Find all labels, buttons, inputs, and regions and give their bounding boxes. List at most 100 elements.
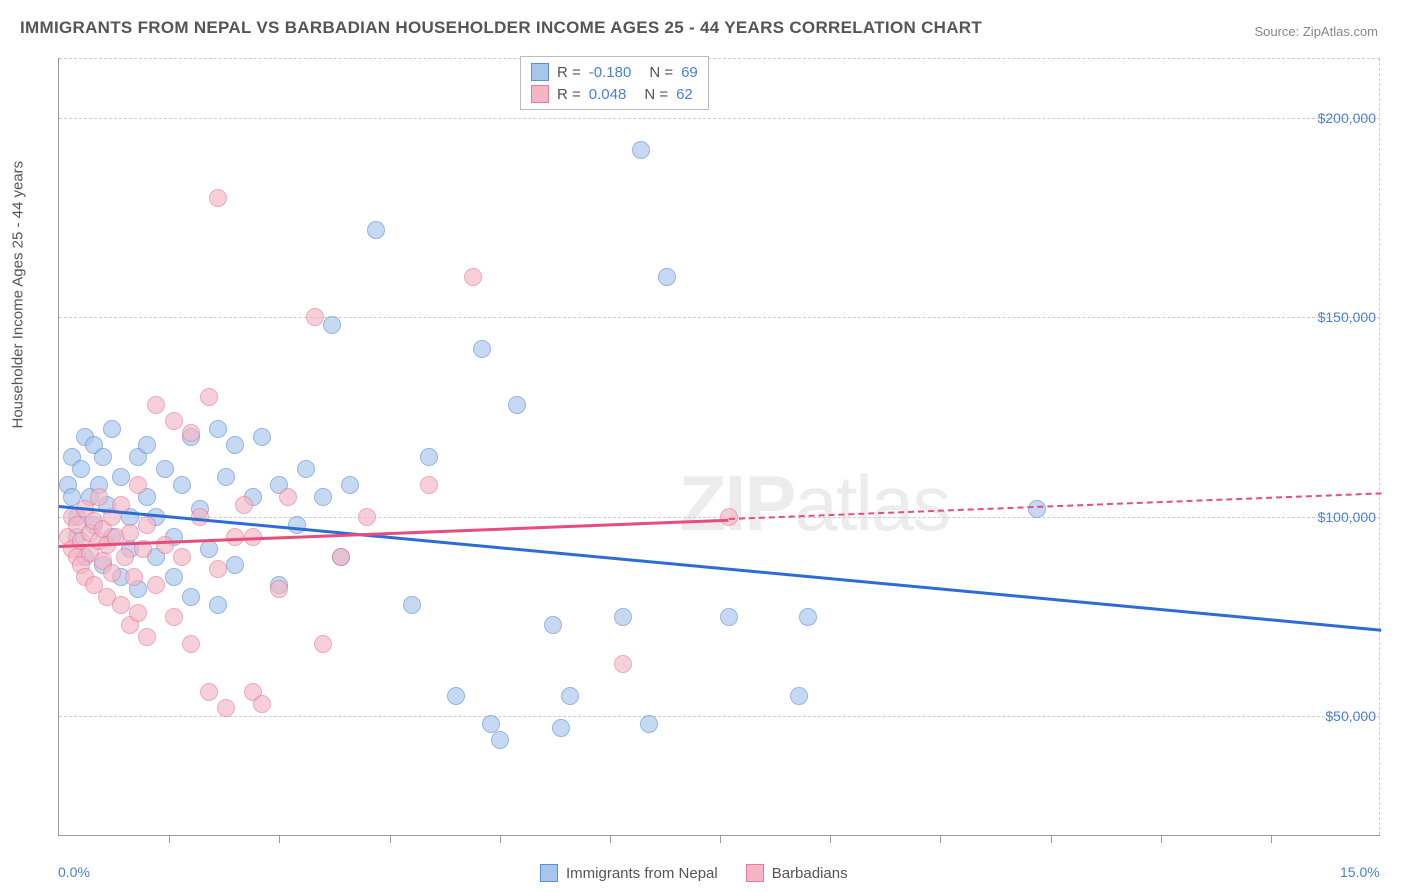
scatter-point bbox=[420, 476, 438, 494]
chart-right-border bbox=[1379, 58, 1380, 835]
scatter-point bbox=[125, 568, 143, 586]
scatter-point bbox=[473, 340, 491, 358]
y-tick-label: $200,000 bbox=[1318, 110, 1376, 126]
scatter-point bbox=[1028, 500, 1046, 518]
scatter-point bbox=[156, 460, 174, 478]
scatter-point bbox=[420, 448, 438, 466]
scatter-point bbox=[165, 412, 183, 430]
scatter-point bbox=[226, 556, 244, 574]
scatter-point bbox=[632, 141, 650, 159]
scatter-point bbox=[173, 476, 191, 494]
scatter-point bbox=[614, 655, 632, 673]
scatter-point bbox=[209, 420, 227, 438]
scatter-point bbox=[112, 596, 130, 614]
x-tick bbox=[500, 835, 501, 843]
legend-bottom: Immigrants from Nepal Barbadians bbox=[540, 864, 848, 882]
stats-n-value: 69 bbox=[681, 64, 698, 81]
gridline-h bbox=[59, 317, 1380, 318]
stats-n-value: 62 bbox=[676, 86, 693, 103]
stats-box: R =-0.180N =69R =0.048N =62 bbox=[520, 56, 709, 110]
scatter-point bbox=[799, 608, 817, 626]
scatter-point bbox=[217, 468, 235, 486]
scatter-point bbox=[138, 516, 156, 534]
stats-n-label: N = bbox=[649, 64, 673, 81]
stats-n-label: N = bbox=[644, 86, 668, 103]
legend-label: Barbadians bbox=[772, 865, 848, 882]
scatter-point bbox=[720, 608, 738, 626]
scatter-point bbox=[314, 488, 332, 506]
x-tick bbox=[1271, 835, 1272, 843]
scatter-point bbox=[253, 428, 271, 446]
scatter-point bbox=[112, 468, 130, 486]
scatter-point bbox=[288, 516, 306, 534]
x-tick bbox=[610, 835, 611, 843]
scatter-point bbox=[279, 488, 297, 506]
scatter-point bbox=[182, 635, 200, 653]
scatter-point bbox=[306, 308, 324, 326]
x-tick bbox=[390, 835, 391, 843]
chart-plot-area: ZIPatlas bbox=[58, 58, 1380, 836]
x-tick-label: 0.0% bbox=[58, 864, 90, 880]
scatter-point bbox=[217, 699, 235, 717]
scatter-point bbox=[116, 548, 134, 566]
scatter-point bbox=[226, 528, 244, 546]
scatter-point bbox=[165, 608, 183, 626]
gridline-h bbox=[59, 118, 1380, 119]
scatter-point bbox=[253, 695, 271, 713]
scatter-point bbox=[658, 268, 676, 286]
scatter-point bbox=[464, 268, 482, 286]
scatter-point bbox=[165, 568, 183, 586]
swatch-icon bbox=[531, 63, 549, 81]
scatter-point bbox=[297, 460, 315, 478]
stats-r-label: R = bbox=[557, 86, 581, 103]
scatter-point bbox=[403, 596, 421, 614]
scatter-point bbox=[173, 548, 191, 566]
x-tick bbox=[830, 835, 831, 843]
swatch-icon bbox=[540, 864, 558, 882]
scatter-point bbox=[103, 564, 121, 582]
gridline-h bbox=[59, 58, 1380, 59]
scatter-point bbox=[341, 476, 359, 494]
stats-row: R = 0.048 N = 62 bbox=[531, 83, 698, 105]
scatter-point bbox=[90, 488, 108, 506]
y-tick-label: $150,000 bbox=[1318, 309, 1376, 325]
scatter-point bbox=[147, 576, 165, 594]
y-tick-label: $50,000 bbox=[1325, 708, 1376, 724]
legend-label: Immigrants from Nepal bbox=[566, 865, 718, 882]
source-label: Source: ZipAtlas.com bbox=[1254, 24, 1378, 39]
scatter-point bbox=[790, 687, 808, 705]
x-tick bbox=[1161, 835, 1162, 843]
scatter-point bbox=[209, 560, 227, 578]
scatter-point bbox=[226, 436, 244, 454]
x-tick bbox=[1051, 835, 1052, 843]
watermark: ZIPatlas bbox=[679, 458, 949, 549]
scatter-point bbox=[561, 687, 579, 705]
scatter-point bbox=[332, 548, 350, 566]
scatter-point bbox=[552, 719, 570, 737]
scatter-point bbox=[209, 189, 227, 207]
chart-title: IMMIGRANTS FROM NEPAL VS BARBADIAN HOUSE… bbox=[20, 18, 982, 38]
stats-row: R = -0.180 N = 69 bbox=[531, 61, 698, 83]
scatter-point bbox=[200, 388, 218, 406]
scatter-point bbox=[72, 460, 90, 478]
scatter-point bbox=[614, 608, 632, 626]
scatter-point bbox=[323, 316, 341, 334]
scatter-point bbox=[147, 396, 165, 414]
x-tick bbox=[169, 835, 170, 843]
swatch-icon bbox=[746, 864, 764, 882]
scatter-point bbox=[508, 396, 526, 414]
x-tick bbox=[940, 835, 941, 843]
scatter-point bbox=[103, 420, 121, 438]
stats-r-value: -0.180 bbox=[589, 64, 632, 81]
stats-r-value: 0.048 bbox=[589, 86, 627, 103]
stats-r-label: R = bbox=[557, 64, 581, 81]
legend-item: Immigrants from Nepal bbox=[540, 864, 718, 882]
legend-item: Barbadians bbox=[746, 864, 848, 882]
scatter-point bbox=[94, 448, 112, 466]
swatch-icon bbox=[531, 85, 549, 103]
scatter-point bbox=[200, 540, 218, 558]
scatter-point bbox=[640, 715, 658, 733]
scatter-point bbox=[314, 635, 332, 653]
scatter-point bbox=[209, 596, 227, 614]
scatter-point bbox=[358, 508, 376, 526]
